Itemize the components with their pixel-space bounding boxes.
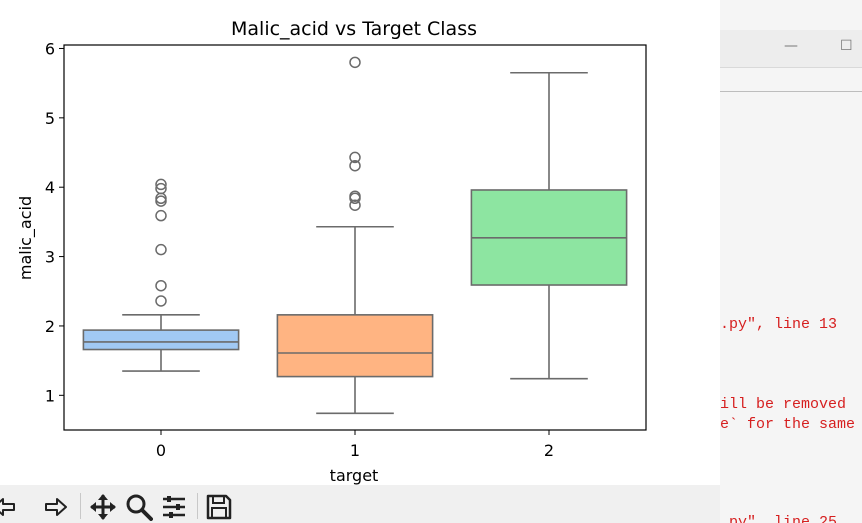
box bbox=[276, 314, 434, 378]
outlier-point bbox=[349, 190, 361, 202]
outlier-point bbox=[155, 178, 167, 191]
console-line: ill be removed bbox=[720, 396, 847, 413]
maximize-button[interactable]: ☐ bbox=[840, 38, 853, 54]
outlier-point bbox=[155, 295, 167, 307]
outlier-point bbox=[349, 159, 361, 172]
pan-icon[interactable] bbox=[89, 493, 117, 521]
save-icon[interactable] bbox=[205, 493, 233, 521]
y-tick-label: 1 bbox=[45, 386, 55, 405]
toolbar-separator bbox=[197, 493, 198, 519]
y-tick-label: 4 bbox=[45, 178, 55, 197]
plot-area: 1 2 3 4 5 6 0 1 2 bbox=[45, 39, 647, 460]
x-axis-label: target bbox=[330, 466, 379, 485]
outlier-point bbox=[155, 209, 167, 222]
plot-toolbar bbox=[0, 485, 720, 523]
forward-arrow-icon[interactable] bbox=[42, 493, 70, 521]
console-line: .py", line 25 bbox=[720, 514, 838, 523]
outlier-point bbox=[349, 151, 361, 164]
chart: Malic_acid vs Target Class target malic_… bbox=[16, 18, 647, 485]
background-window-titlebar: — ☐ bbox=[720, 30, 862, 68]
outlier-point bbox=[155, 243, 167, 256]
outlier-point bbox=[349, 199, 361, 211]
y-axis-label: malic_acid bbox=[16, 196, 36, 280]
outlier-point bbox=[155, 182, 167, 195]
y-tick-label: 2 bbox=[45, 317, 55, 336]
outlier-point bbox=[155, 279, 167, 292]
x-tick-label: 2 bbox=[544, 441, 554, 460]
back-arrow-icon[interactable] bbox=[0, 493, 18, 521]
console-line: e` for the same bbox=[720, 416, 856, 433]
outlier-point bbox=[349, 56, 361, 69]
minimize-button[interactable]: — bbox=[784, 38, 798, 54]
y-tick-label: 3 bbox=[45, 248, 55, 267]
chart-title: Malic_acid vs Target Class bbox=[231, 18, 477, 40]
y-tick-label: 5 bbox=[45, 109, 55, 128]
console-line: .py", line 13 bbox=[720, 316, 838, 333]
x-tick-label: 0 bbox=[156, 441, 166, 460]
toolbar-separator bbox=[80, 493, 81, 519]
plot-window: Malic_acid vs Target Class target malic_… bbox=[0, 18, 720, 523]
x-tick-label: 1 bbox=[350, 441, 360, 460]
y-tick-label: 6 bbox=[45, 39, 55, 58]
background-window-divider bbox=[720, 91, 862, 92]
configure-subplots-icon[interactable] bbox=[160, 493, 188, 521]
zoom-icon[interactable] bbox=[125, 493, 153, 521]
background-window: — ☐ .py", line 13 ill be removed e` for … bbox=[720, 0, 862, 523]
box bbox=[82, 329, 240, 351]
